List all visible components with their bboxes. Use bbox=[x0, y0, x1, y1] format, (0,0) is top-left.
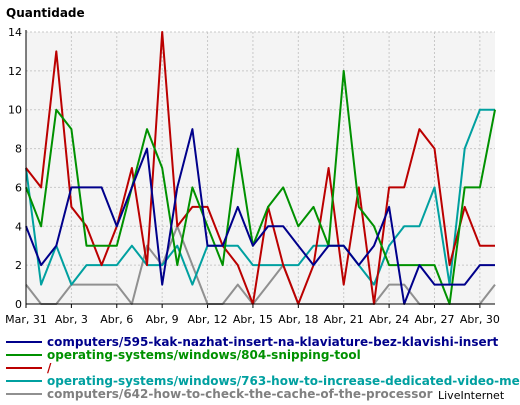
series-line-5 bbox=[25, 225, 496, 305]
plot-background bbox=[26, 32, 495, 304]
x-tick-label: Abr, 6 bbox=[100, 313, 133, 326]
series-line-3 bbox=[25, 31, 495, 305]
x-tick-label: Abr, 12 bbox=[188, 313, 228, 326]
x-tick-label: Abr, 24 bbox=[369, 313, 409, 326]
series-line-1 bbox=[25, 128, 495, 305]
x-tick-label: Abr, 3 bbox=[55, 313, 88, 326]
y-axis-title: Quantidade bbox=[6, 6, 85, 20]
x-tick-label: Abr, 21 bbox=[324, 313, 364, 326]
axis-frame bbox=[25, 30, 495, 305]
x-tick-label: Abr, 18 bbox=[278, 313, 318, 326]
x-axis: Mar, 31 Abr, 3 Abr, 6 Abr, 9 Abr, 12 Abr, 15 A… bbox=[5, 304, 500, 326]
series-line-2 bbox=[25, 69, 496, 305]
legend-label-2: operating-systems/windows/804-snipping-t… bbox=[47, 348, 361, 362]
x-tick-label: Mar, 31 bbox=[5, 313, 47, 326]
footer-brand: LiveInternet bbox=[438, 389, 505, 402]
y-tick-label: 2 bbox=[15, 259, 22, 272]
series-line-4 bbox=[25, 108, 495, 286]
y-tick-label: 4 bbox=[15, 220, 22, 233]
x-tick-label: Abr, 27 bbox=[414, 313, 454, 326]
legend: computers/595-kak-nazhat-insert-na-klavi… bbox=[6, 335, 520, 401]
x-tick-label: Abr, 9 bbox=[146, 313, 179, 326]
y-axis: 0 2 4 6 8 10 12 14 bbox=[8, 26, 22, 311]
x-tick-label: Abr, 15 bbox=[233, 313, 273, 326]
legend-label-1: computers/595-kak-nazhat-insert-na-klavi… bbox=[47, 335, 499, 349]
legend-label-4: operating-systems/windows/763-how-to-inc… bbox=[47, 374, 520, 388]
y-tick-label: 8 bbox=[15, 143, 22, 156]
y-tick-label: 14 bbox=[8, 26, 22, 39]
y-tick-label: 6 bbox=[15, 181, 22, 194]
y-tick-label: 0 bbox=[15, 298, 22, 311]
series-lines bbox=[25, 31, 496, 305]
x-tick-label: Abr, 30 bbox=[460, 313, 500, 326]
legend-label-3: / bbox=[47, 361, 52, 375]
y-tick-label: 12 bbox=[8, 65, 22, 78]
legend-label-5: computers/642-how-to-check-the-cache-of-… bbox=[47, 387, 433, 401]
y-tick-label: 10 bbox=[8, 104, 22, 117]
